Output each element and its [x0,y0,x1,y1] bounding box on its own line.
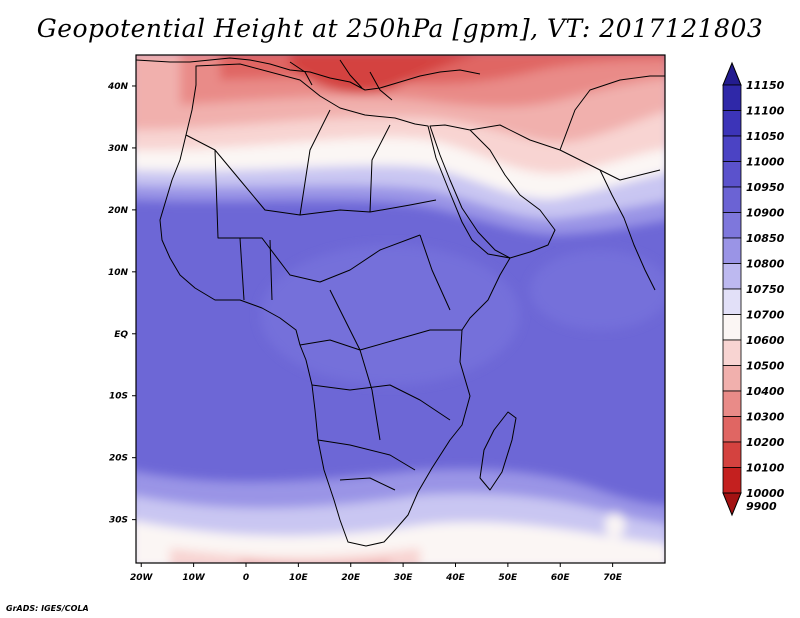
colorbar-level-label: 11150 [746,79,785,92]
colorbar-top-arrow [722,61,742,86]
lon-tick-label: 20W [130,573,154,583]
latitude-axis: 40N 30N 20N 10N EQ 10S 20S 30S [107,82,136,526]
lat-tick-label: EQ [114,330,128,340]
colorbar-swatch [722,212,742,239]
colorbar-swatch [722,441,742,468]
colorbar-level-label: 10850 [746,232,785,245]
colorbar-level-label: 10000 [746,487,785,500]
lon-tick-label: 50E [499,573,519,583]
arabia-coastline [429,124,556,259]
lon-tick-label: 0 [243,573,249,583]
colorbar-swatch [722,390,742,417]
lat-tick-label: 10S [109,392,128,402]
colorbar-level-label: 10500 [746,360,785,373]
colorbar-swatch [722,263,742,290]
credit-text: GrADS: IGES/COLA [6,604,89,613]
lon-tick-label: 70E [603,573,623,583]
colorbar-swatch [722,237,742,264]
colorbar-swatch [722,135,742,162]
lon-tick-label: 20E [341,573,361,583]
lon-tick-label: 10W [182,573,206,583]
colorbar-swatch [722,467,742,494]
africa-coastline [159,63,511,547]
colorbar-level-label: 10700 [746,309,785,322]
colorbar-level-label: 10800 [746,258,785,271]
lon-tick-label: 60E [551,573,571,583]
lon-tick-label: 40E [445,573,466,583]
colorbar-swatch [722,416,742,443]
lat-tick-label: 20N [108,206,129,216]
colorbar: 11150 11100 11050 11000 10950 10900 10850 10800… [722,61,785,517]
colorbar-level-label: 10300 [746,411,785,424]
colorbar-swatch [722,84,742,111]
colorbar-level-label: 9900 [746,500,777,513]
colorbar-swatch [722,110,742,137]
map-frame [135,54,666,564]
colorbar-swatch [722,186,742,213]
colorbar-level-label: 10100 [746,462,785,475]
lat-tick-label: 20S [109,454,128,464]
colorbar-swatch [722,288,742,315]
colorbar-swatch [722,314,742,341]
colorbar-swatch [722,161,742,188]
contour-field [136,55,665,563]
madagascar-coastline [479,411,517,491]
lon-tick-label: 30E [394,573,414,583]
colorbar-swatch [722,365,742,392]
colorbar-level-label: 11000 [746,156,785,169]
colorbar-level-label: 11100 [746,105,785,118]
lat-tick-label: 40N [107,82,129,92]
colorbar-level-label: 10750 [746,283,785,296]
colorbar-level-label: 10900 [746,207,785,220]
lat-tick-label: 30N [108,144,129,154]
colorbar-level-label: 10950 [746,181,785,194]
lon-tick-label: 10E [289,573,309,583]
lat-tick-label: 10N [108,268,129,278]
colorbar-level-label: 10400 [746,385,785,398]
lat-tick-label: 30S [109,516,128,526]
map-title: Geopotential Height at 250hPa [gpm], VT:… [36,14,764,43]
longitude-axis: 20W 10W 0 10E 20E 30E 40E 50E 60E 70E [130,563,623,583]
colorbar-swatch [722,339,742,366]
colorbar-level-label: 11050 [746,130,785,143]
colorbar-level-label: 10200 [746,436,785,449]
coastlines [136,57,665,547]
colorbar-level-label: 10600 [746,334,785,347]
colorbar-bottom-arrow [722,492,742,517]
